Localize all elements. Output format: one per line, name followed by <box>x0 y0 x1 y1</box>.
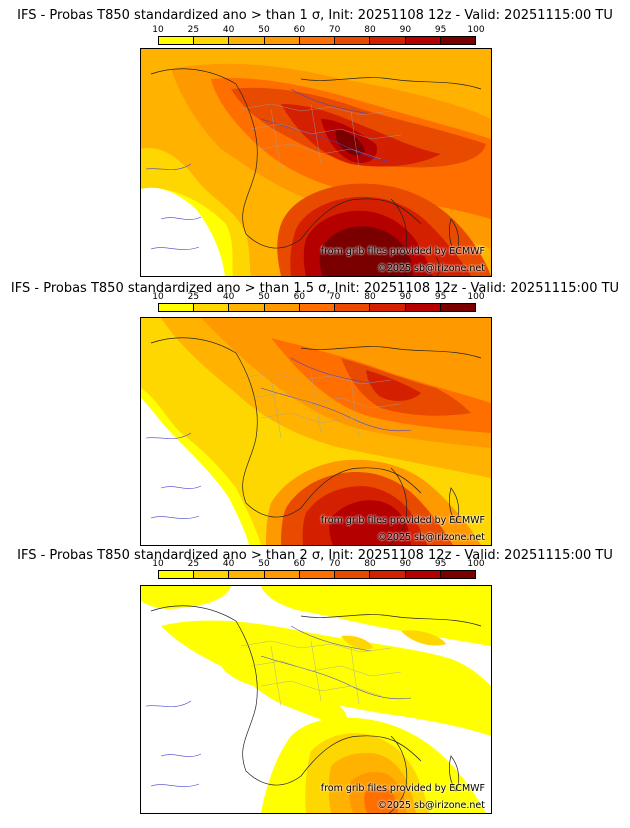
colorbar-swatch <box>159 571 195 578</box>
colorbar-swatch <box>405 571 441 578</box>
colorbar-tick-label: 70 <box>328 292 341 302</box>
probability-map: from grib files provided by ECMWF ©2025 … <box>140 585 492 814</box>
colorbar-tick-label: 50 <box>258 292 270 302</box>
colorbar-swatch <box>229 37 265 44</box>
colorbar-tick-label: 25 <box>187 559 200 569</box>
map-panel-3: IFS - Probas T850 standardized ano > tha… <box>0 548 630 828</box>
colorbar-swatch <box>159 37 195 44</box>
colorbar-swatch <box>194 304 230 311</box>
probability-map: from grib files provided by ECMWF ©2025 … <box>140 48 492 277</box>
colorbar-swatch <box>229 304 265 311</box>
colorbar-swatch <box>405 37 441 44</box>
colorbar-tick-label: 100 <box>467 25 485 35</box>
colorbar-tick-label: 80 <box>364 292 376 302</box>
colorbar-tick-label: 95 <box>434 559 447 569</box>
colorbar-tick-label: 25 <box>187 292 200 302</box>
colorbar-tick-label: 60 <box>293 559 306 569</box>
colorbar-swatch <box>299 571 336 578</box>
colorbar-swatch <box>370 304 406 311</box>
colorbar-swatch <box>335 37 371 44</box>
colorbar-ticks: 10 25 40 50 60 70 80 90 95 100 <box>152 559 484 570</box>
colorbar-tick-label: 25 <box>187 25 200 35</box>
map-panel-2: IFS - Probas T850 standardized ano > tha… <box>0 278 630 548</box>
colorbar-swatch <box>405 304 441 311</box>
colorbar-legend: 10 25 40 50 60 70 80 90 95 100 <box>152 25 485 45</box>
colorbar-swatches <box>158 570 476 579</box>
colorbar-swatch <box>264 571 300 578</box>
colorbar-tick-label: 95 <box>434 25 447 35</box>
colorbar-tick-label: 40 <box>222 559 235 569</box>
colorbar-swatch <box>264 304 300 311</box>
credit-source: from grib files provided by ECMWF <box>320 783 485 794</box>
colorbar-tick-label: 50 <box>258 25 270 35</box>
colorbar-legend: 10 25 40 50 60 70 80 90 95 100 <box>152 559 485 579</box>
panel-title: IFS - Probas T850 standardized ano > tha… <box>17 548 613 563</box>
colorbar-tick-label: 40 <box>222 292 235 302</box>
colorbar-tick-label: 80 <box>364 25 376 35</box>
credit-copyright: ©2025 sb@irizone.net <box>377 532 485 543</box>
probability-map-graphic <box>141 49 491 276</box>
colorbar-swatch <box>440 571 475 578</box>
colorbar-swatch <box>440 304 475 311</box>
colorbar-swatch <box>335 304 371 311</box>
colorbar-tick-label: 40 <box>222 25 235 35</box>
colorbar-tick-label: 90 <box>399 25 412 35</box>
colorbar-tick-label: 10 <box>152 292 164 302</box>
panel-title: IFS - Probas T850 standardized ano > tha… <box>10 281 620 296</box>
panel-title: IFS - Probas T850 standardized ano > tha… <box>17 8 613 23</box>
probability-map: from grib files provided by ECMWF ©2025 … <box>140 317 492 546</box>
colorbar-swatch <box>335 571 371 578</box>
map-panel-1: IFS - Probas T850 standardized ano > tha… <box>0 0 630 278</box>
colorbar-tick-label: 90 <box>399 292 412 302</box>
colorbar-tick-label: 95 <box>434 292 447 302</box>
colorbar-tick-label: 90 <box>399 559 412 569</box>
colorbar-swatch <box>299 37 336 44</box>
colorbar-tick-label: 100 <box>467 559 485 569</box>
colorbar-swatch <box>299 304 336 311</box>
probability-map-graphic <box>141 318 491 545</box>
credit-copyright: ©2025 sb@irizone.net <box>377 263 485 274</box>
colorbar-tick-label: 10 <box>152 25 164 35</box>
colorbar-tick-label: 100 <box>467 292 485 302</box>
colorbar-swatch <box>264 37 300 44</box>
colorbar-tick-label: 50 <box>258 559 270 569</box>
colorbar-legend: 10 25 40 50 60 70 80 90 95 100 <box>152 292 485 312</box>
credit-copyright: ©2025 sb@irizone.net <box>377 800 485 811</box>
probability-map-graphic <box>141 586 491 813</box>
colorbar-swatch <box>370 37 406 44</box>
colorbar-swatch <box>194 571 230 578</box>
colorbar-tick-label: 70 <box>328 559 341 569</box>
colorbar-tick-label: 60 <box>293 292 306 302</box>
colorbar-tick-label: 60 <box>293 25 306 35</box>
credit-source: from grib files provided by ECMWF <box>320 246 485 257</box>
colorbar-tick-label: 70 <box>328 25 341 35</box>
colorbar-swatch <box>370 571 406 578</box>
colorbar-swatches <box>158 303 476 312</box>
colorbar-tick-label: 10 <box>152 559 164 569</box>
credit-source: from grib files provided by ECMWF <box>320 515 485 526</box>
colorbar-ticks: 10 25 40 50 60 70 80 90 95 100 <box>152 292 484 303</box>
colorbar-swatch <box>159 304 195 311</box>
colorbar-swatches <box>158 36 476 45</box>
colorbar-swatch <box>229 571 265 578</box>
colorbar-swatch <box>194 37 230 44</box>
colorbar-ticks: 10 25 40 50 60 70 80 90 95 100 <box>152 25 484 36</box>
colorbar-swatch <box>440 37 475 44</box>
colorbar-tick-label: 80 <box>364 559 376 569</box>
